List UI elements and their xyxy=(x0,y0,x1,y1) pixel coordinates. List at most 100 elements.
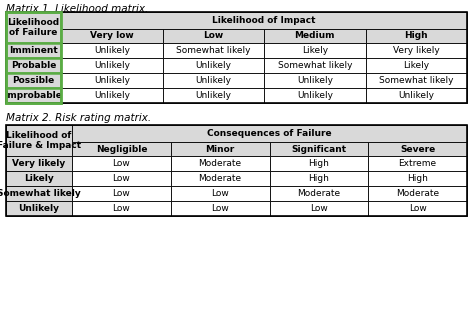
Text: Low: Low xyxy=(211,204,229,213)
Text: High: High xyxy=(308,174,329,183)
Bar xyxy=(368,156,467,171)
Bar xyxy=(61,58,163,73)
Text: Unlikely: Unlikely xyxy=(398,91,434,100)
Text: Probable: Probable xyxy=(11,61,56,70)
Text: Unlikely: Unlikely xyxy=(94,76,130,85)
Bar xyxy=(6,125,467,216)
Text: Very low: Very low xyxy=(90,31,134,40)
Bar xyxy=(264,88,366,103)
Text: Somewhat likely: Somewhat likely xyxy=(278,61,352,70)
Bar xyxy=(163,88,264,103)
Bar xyxy=(6,12,467,103)
Text: Matrix 1. Likelihood matrix.: Matrix 1. Likelihood matrix. xyxy=(6,4,148,14)
Bar xyxy=(61,12,467,29)
Bar xyxy=(366,73,467,88)
Text: Low: Low xyxy=(203,31,223,40)
Text: Unlikely: Unlikely xyxy=(297,76,333,85)
Text: Likely: Likely xyxy=(302,46,328,55)
Bar xyxy=(368,171,467,186)
Bar xyxy=(270,142,368,156)
Bar xyxy=(264,29,366,43)
Bar xyxy=(366,29,467,43)
Bar xyxy=(368,186,467,201)
Bar xyxy=(72,201,171,216)
Bar xyxy=(61,29,163,43)
Text: Possible: Possible xyxy=(12,76,54,85)
Text: Moderate: Moderate xyxy=(199,174,242,183)
Text: Matrix 2. Risk rating matrix.: Matrix 2. Risk rating matrix. xyxy=(6,113,151,123)
Bar xyxy=(163,73,264,88)
Text: Low: Low xyxy=(113,189,130,198)
Text: Low: Low xyxy=(409,204,427,213)
Text: Moderate: Moderate xyxy=(199,159,242,168)
Bar xyxy=(61,43,163,58)
Bar xyxy=(264,73,366,88)
Bar xyxy=(368,201,467,216)
Text: Very likely: Very likely xyxy=(12,159,66,168)
Bar xyxy=(171,142,270,156)
Text: High: High xyxy=(407,174,428,183)
Bar xyxy=(6,201,72,216)
Text: Somewhat likely: Somewhat likely xyxy=(0,189,81,198)
Bar xyxy=(61,73,163,88)
Text: Medium: Medium xyxy=(295,31,335,40)
Text: Unlikely: Unlikely xyxy=(94,46,130,55)
Bar xyxy=(72,171,171,186)
Text: Low: Low xyxy=(113,204,130,213)
Bar xyxy=(6,88,61,103)
Bar xyxy=(366,43,467,58)
Text: Likely: Likely xyxy=(24,174,54,183)
Text: Moderate: Moderate xyxy=(298,189,341,198)
Bar xyxy=(72,142,171,156)
Text: Improbable: Improbable xyxy=(5,91,62,100)
Bar xyxy=(6,171,72,186)
Bar xyxy=(163,58,264,73)
Bar xyxy=(6,12,61,103)
Text: Likely: Likely xyxy=(403,61,429,70)
Text: Somewhat likely: Somewhat likely xyxy=(176,46,251,55)
Bar xyxy=(6,58,61,73)
Bar xyxy=(368,142,467,156)
Bar xyxy=(270,171,368,186)
Bar xyxy=(6,73,61,88)
Bar xyxy=(6,186,72,201)
Text: Negligible: Negligible xyxy=(96,145,147,154)
Text: Consequences of Failure: Consequences of Failure xyxy=(207,129,332,138)
Text: Unlikely: Unlikely xyxy=(195,61,231,70)
Bar xyxy=(366,88,467,103)
Text: Low: Low xyxy=(113,159,130,168)
Bar xyxy=(366,58,467,73)
Text: Low: Low xyxy=(310,204,328,213)
Bar xyxy=(6,43,61,58)
Bar xyxy=(6,12,61,43)
Bar xyxy=(171,171,270,186)
Text: Severe: Severe xyxy=(400,145,435,154)
Bar xyxy=(72,125,467,142)
Bar xyxy=(270,156,368,171)
Text: Likelihood of
Failure & Impact: Likelihood of Failure & Impact xyxy=(0,131,81,150)
Bar xyxy=(163,43,264,58)
Text: Unlikely: Unlikely xyxy=(195,91,231,100)
Bar xyxy=(270,201,368,216)
Text: Extreme: Extreme xyxy=(399,159,437,168)
Text: Likelihood
of Failure: Likelihood of Failure xyxy=(8,18,60,37)
Text: Somewhat likely: Somewhat likely xyxy=(379,76,454,85)
Bar xyxy=(171,186,270,201)
Text: Low: Low xyxy=(211,189,229,198)
Text: Low: Low xyxy=(113,174,130,183)
Bar xyxy=(270,186,368,201)
Text: Minor: Minor xyxy=(205,145,235,154)
Bar xyxy=(72,156,171,171)
Text: Unlikely: Unlikely xyxy=(94,91,130,100)
Text: Unlikely: Unlikely xyxy=(18,204,60,213)
Text: Likelihood of Impact: Likelihood of Impact xyxy=(212,16,316,25)
Bar xyxy=(171,201,270,216)
Text: Very likely: Very likely xyxy=(393,46,439,55)
Bar xyxy=(163,29,264,43)
Text: Moderate: Moderate xyxy=(396,189,439,198)
Text: High: High xyxy=(404,31,428,40)
Text: High: High xyxy=(308,159,329,168)
Bar xyxy=(264,43,366,58)
Bar xyxy=(171,156,270,171)
Text: Imminent: Imminent xyxy=(9,46,58,55)
